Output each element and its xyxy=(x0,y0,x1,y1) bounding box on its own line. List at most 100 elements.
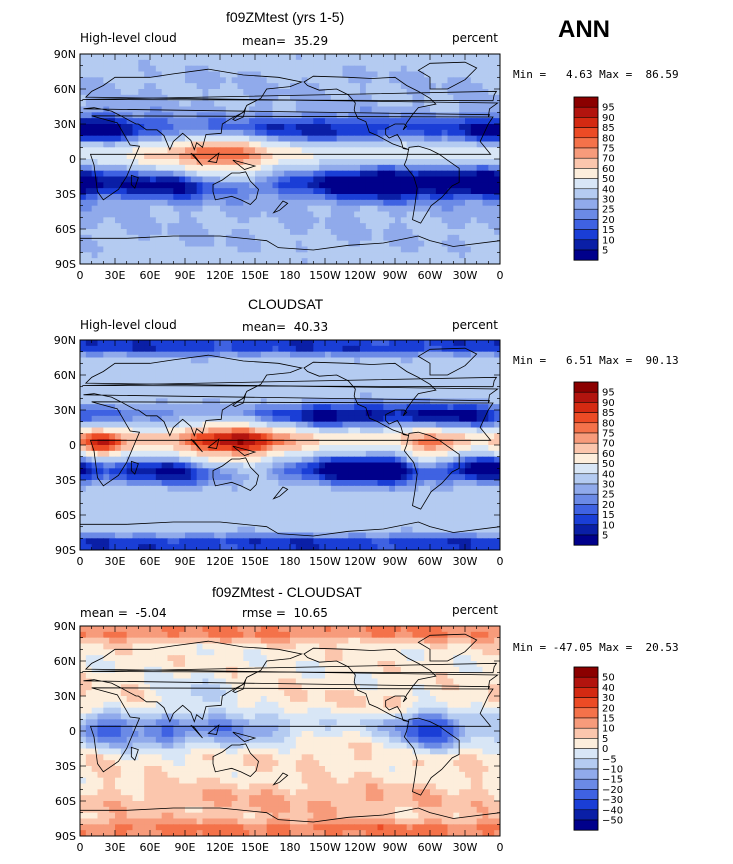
heatmap-cell xyxy=(173,340,180,347)
heatmap-cell xyxy=(138,135,145,143)
heatmap-cell xyxy=(278,415,285,423)
heatmap-cell xyxy=(80,89,87,96)
heatmap-cell xyxy=(80,229,87,236)
heatmap-cell xyxy=(278,351,285,359)
heatmap-cell xyxy=(190,71,198,78)
heatmap-cell xyxy=(243,211,250,218)
heatmap-cell xyxy=(330,71,338,78)
heatmap-cell xyxy=(453,445,460,452)
heatmap-cell xyxy=(453,474,460,481)
heatmap-cell xyxy=(360,217,367,224)
heatmap-cell xyxy=(243,474,250,481)
heatmap-cell xyxy=(371,153,379,160)
heatmap-cell xyxy=(91,94,99,102)
heatmap-cell xyxy=(488,340,495,347)
heatmap-cell xyxy=(231,497,239,504)
heatmap-cell xyxy=(97,515,104,522)
heatmap-cell xyxy=(173,205,180,213)
heatmap-cell xyxy=(190,176,198,183)
heatmap-cell xyxy=(365,439,373,446)
heatmap-cell xyxy=(441,380,449,388)
heatmap-cell xyxy=(476,246,484,253)
heatmap-cell xyxy=(138,112,145,119)
heatmap-cell xyxy=(290,392,297,399)
heatmap-cell xyxy=(243,515,250,522)
heatmap-cell xyxy=(354,386,361,394)
heatmap-cell xyxy=(295,124,303,131)
heatmap-cell xyxy=(190,170,198,178)
heatmap-cell xyxy=(179,100,186,108)
heatmap-cell xyxy=(319,135,326,143)
heatmap-cell xyxy=(179,421,186,429)
heatmap-cell xyxy=(278,386,285,394)
heatmap-cell xyxy=(225,369,233,376)
heatmap-cell xyxy=(389,503,396,510)
heatmap-cell xyxy=(476,375,484,382)
heatmap-cell xyxy=(301,415,309,423)
heatmap-cell xyxy=(441,427,449,434)
heatmap-cell xyxy=(138,223,145,230)
heatmap-cell xyxy=(290,54,297,61)
heatmap-cell xyxy=(115,474,122,481)
heatmap-cell xyxy=(465,456,472,464)
heatmap-cell xyxy=(144,229,151,236)
heatmap-cell xyxy=(447,188,454,195)
heatmap-cell xyxy=(214,118,221,125)
heatmap-cell xyxy=(459,188,466,195)
heatmap-cell xyxy=(272,147,279,154)
heatmap-cell xyxy=(447,129,454,137)
heatmap-cell xyxy=(231,345,239,353)
heatmap-cell xyxy=(272,229,279,236)
heatmap-cell xyxy=(266,497,274,504)
heatmap-cell xyxy=(173,217,180,224)
heatmap-cell xyxy=(190,357,198,364)
heatmap-cell xyxy=(208,147,215,154)
heatmap-cell xyxy=(400,345,408,353)
heatmap-cell xyxy=(354,410,361,417)
heatmap-cell xyxy=(120,71,128,78)
heatmap-cell xyxy=(97,474,104,481)
heatmap-cell xyxy=(371,503,379,510)
heatmap-cell xyxy=(255,71,262,78)
heatmap-cell xyxy=(453,410,460,417)
heatmap-cell xyxy=(196,357,204,364)
heatmap-cell xyxy=(290,182,297,189)
heatmap-cell xyxy=(465,369,472,376)
heatmap-cell xyxy=(295,445,303,452)
heatmap-cell xyxy=(249,159,256,166)
heatmap-cell xyxy=(395,445,402,452)
heatmap-cell xyxy=(179,176,186,183)
heatmap-cell xyxy=(80,164,87,172)
heatmap-cell xyxy=(237,211,244,218)
heatmap-cell xyxy=(132,153,139,160)
heatmap-cell xyxy=(313,194,320,201)
heatmap-cell xyxy=(365,363,373,370)
heatmap-cell xyxy=(354,240,361,248)
heatmap-cell xyxy=(412,474,419,481)
heatmap-cell xyxy=(214,176,221,183)
heatmap-cell xyxy=(115,246,122,253)
heatmap-cell xyxy=(138,229,145,236)
heatmap-cell xyxy=(342,100,349,108)
heatmap-cell xyxy=(255,94,262,102)
heatmap-cell xyxy=(453,141,460,148)
heatmap-cell xyxy=(249,252,256,259)
heatmap-cell xyxy=(185,176,192,183)
heatmap-cell xyxy=(85,351,93,359)
heatmap-cell xyxy=(301,83,309,90)
heatmap-cell xyxy=(360,153,367,160)
heatmap-cell xyxy=(85,450,93,458)
heatmap-cell xyxy=(266,199,274,207)
heatmap-cell xyxy=(406,188,414,195)
heatmap-cell xyxy=(231,439,239,446)
heatmap-cell xyxy=(354,468,361,475)
heatmap-cell xyxy=(307,357,314,364)
heatmap-cell xyxy=(249,351,256,359)
heatmap-cell xyxy=(109,229,116,236)
heatmap-cell xyxy=(249,462,256,469)
heatmap-cell xyxy=(138,77,145,84)
heatmap-cell xyxy=(482,89,489,96)
heatmap-cell xyxy=(115,415,122,423)
heatmap-cell xyxy=(161,65,169,73)
heatmap-cell xyxy=(453,100,460,108)
